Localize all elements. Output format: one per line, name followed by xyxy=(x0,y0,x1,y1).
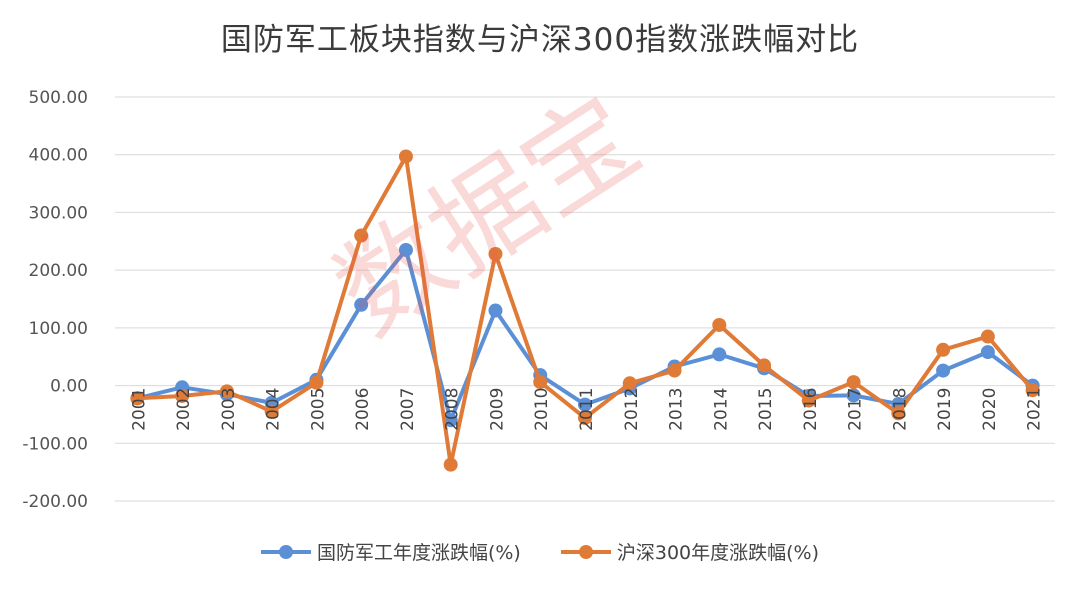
data-point xyxy=(712,347,727,362)
grid-lines xyxy=(115,96,1055,502)
x-tick-label: 2021 xyxy=(1025,388,1045,431)
data-point xyxy=(309,375,324,390)
legend-swatch-defense xyxy=(260,542,311,562)
x-tick-label: 2020 xyxy=(980,388,1000,431)
data-point xyxy=(1025,383,1040,398)
x-tick-label: 2001 xyxy=(129,388,149,431)
y-tick-label: 100.00 xyxy=(29,319,88,339)
series-hs300 xyxy=(130,149,1040,472)
data-point xyxy=(846,388,861,403)
x-tick-label: 2003 xyxy=(219,388,239,431)
y-axis-ticks: 500.00 400.00 300.00 200.00 100.00 0.00 -100.0… xyxy=(22,88,88,512)
y-tick-label: 300.00 xyxy=(29,203,88,223)
data-point xyxy=(443,413,458,428)
x-tick-label: 2007 xyxy=(398,388,418,431)
legend-item-defense[interactable]: 国防军工年度涨跌幅(%) xyxy=(260,538,521,565)
x-tick-label: 2004 xyxy=(264,388,284,431)
x-tick-label: 2002 xyxy=(174,388,194,431)
legend: 国防军工年度涨跌幅(%) 沪深300年度涨跌幅(%) xyxy=(0,538,1080,565)
legend-label-hs300: 沪深300年度涨跌幅(%) xyxy=(616,542,820,564)
data-point xyxy=(578,397,592,412)
data-point xyxy=(354,228,369,243)
data-point xyxy=(846,375,861,390)
data-point xyxy=(264,404,279,419)
data-point xyxy=(712,317,727,332)
x-tick-label: 2015 xyxy=(756,388,776,431)
data-point xyxy=(891,406,906,421)
series-lines xyxy=(130,149,1040,472)
data-point xyxy=(801,393,816,408)
x-tick-label: 2010 xyxy=(532,388,552,431)
y-tick-label: 200.00 xyxy=(29,261,88,281)
x-tick-label: 2006 xyxy=(353,388,373,431)
y-tick-label: -200.00 xyxy=(22,492,88,512)
legend-label-defense: 国防军工年度涨跌幅(%) xyxy=(316,542,521,564)
x-tick-label: 2019 xyxy=(935,388,955,431)
y-tick-label: 500.00 xyxy=(29,88,88,108)
data-point xyxy=(980,329,995,344)
x-axis-ticks: 2001 2002 2003 2004 2005 2006 2007 2008 2009 2010… xyxy=(129,388,1044,431)
x-tick-label: 2016 xyxy=(801,388,821,431)
x-tick-label: 2017 xyxy=(846,388,866,431)
data-point xyxy=(443,457,458,472)
data-point xyxy=(980,345,995,360)
y-tick-label: 400.00 xyxy=(29,146,88,166)
x-tick-label: 2014 xyxy=(711,388,731,431)
legend-swatch-hs300 xyxy=(560,542,611,562)
chart-title: 国防军工板块指数与沪深300指数涨跌幅对比 xyxy=(220,22,860,58)
data-point xyxy=(936,342,951,357)
data-point xyxy=(175,388,190,403)
x-tick-label: 2011 xyxy=(577,388,597,431)
x-tick-label: 2008 xyxy=(443,388,463,431)
data-point xyxy=(130,391,145,406)
data-point xyxy=(488,246,503,261)
data-point xyxy=(219,384,234,399)
data-point xyxy=(354,297,369,312)
x-tick-label: 2018 xyxy=(890,388,910,431)
y-tick-label: -100.00 xyxy=(22,434,88,454)
data-point xyxy=(398,242,413,257)
data-point xyxy=(757,358,772,373)
data-point xyxy=(533,375,548,390)
data-point xyxy=(578,410,592,425)
data-point xyxy=(936,363,951,378)
x-tick-label: 2009 xyxy=(487,388,507,431)
x-tick-label: 2012 xyxy=(622,388,642,431)
x-tick-label: 2005 xyxy=(308,388,328,431)
data-point xyxy=(667,363,682,378)
legend-item-hs300[interactable]: 沪深300年度涨跌幅(%) xyxy=(560,538,820,565)
data-point xyxy=(398,149,413,164)
x-tick-label: 2013 xyxy=(667,388,687,431)
data-point xyxy=(488,303,503,318)
data-point xyxy=(622,376,637,391)
y-tick-label: 0.00 xyxy=(50,377,88,397)
